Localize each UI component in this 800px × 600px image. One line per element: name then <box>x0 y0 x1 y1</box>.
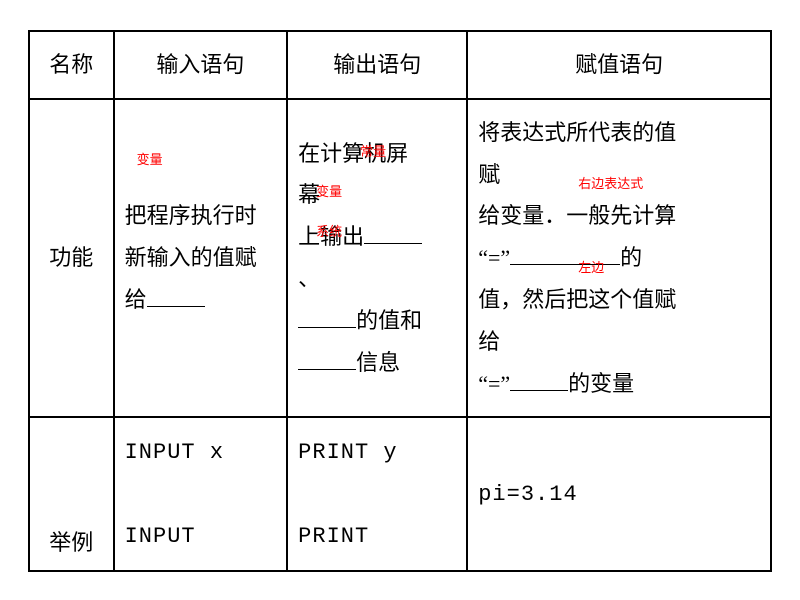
txt: pi=3.14 <box>478 482 577 507</box>
cell-input-ex: INPUT x INPUT <box>114 417 288 570</box>
hdr-assign: 赋值语句 <box>467 31 771 99</box>
blank <box>298 306 356 328</box>
cell-input-func: 把程序执行时 新输入的值赋 给 变量 <box>114 99 288 418</box>
txt: PRINT y <box>298 440 397 465</box>
blank <box>298 348 356 370</box>
anno-youbian: 右边表达式 <box>578 172 643 197</box>
txt: 的值和 <box>356 308 422 333</box>
txt: 信息 <box>356 350 400 375</box>
txt: 值，然后把这个值赋 <box>478 287 676 312</box>
hdr-input: 输入语句 <box>114 31 288 99</box>
cell-output-ex: PRINT y PRINT <box>287 417 467 570</box>
txt: INPUT <box>125 524 196 549</box>
txt: 的变量 <box>568 371 634 396</box>
statement-table: 名称 输入语句 输出语句 赋值语句 功能 把程序执行时 新输入的值赋 给 变量 … <box>28 30 772 572</box>
hdr-name: 名称 <box>29 31 114 99</box>
blank <box>364 222 422 244</box>
header-row: 名称 输入语句 输出语句 赋值语句 <box>29 31 771 99</box>
anno-xitong: 系统 <box>316 220 342 245</box>
function-row: 功能 把程序执行时 新输入的值赋 给 变量 在计算机屏 幕 上输出 、 的值和 … <box>29 99 771 418</box>
txt: “=” <box>478 245 510 270</box>
txt: 的 <box>620 245 642 270</box>
anno-bianliang1: 变量 <box>137 148 163 173</box>
txt: 给 <box>478 329 500 354</box>
txt: INPUT x <box>125 440 224 465</box>
txt: “=” <box>478 371 510 396</box>
anno-zuobian: 左边 <box>578 256 604 281</box>
cell-output-func: 在计算机屏 幕 上输出 、 的值和 信息 常量 变量 系统 <box>287 99 467 418</box>
example-row: 举例 INPUT x INPUT PRINT y PRINT pi=3.14 <box>29 417 771 570</box>
txt: 、 <box>298 266 320 291</box>
txt: PRINT <box>298 524 369 549</box>
blank <box>147 285 205 307</box>
txt: 给 <box>125 287 147 312</box>
txt: 将表达式所代表的值 <box>478 120 676 145</box>
label-function: 功能 <box>29 99 114 418</box>
txt: 新输入的值赋 <box>125 245 257 270</box>
cell-assign-ex: pi=3.14 <box>467 417 771 570</box>
anno-changliang: 常量 <box>360 140 386 165</box>
txt: 给变量．一般先计算 <box>478 203 676 228</box>
anno-bianliang2: 变量 <box>316 180 342 205</box>
label-example: 举例 <box>29 417 114 570</box>
txt: 在计算机屏 <box>298 141 408 166</box>
blank <box>510 369 568 391</box>
hdr-output: 输出语句 <box>287 31 467 99</box>
txt: 把程序执行时 <box>125 203 257 228</box>
cell-assign-func: 将表达式所代表的值 赋 给变量．一般先计算 “=” 的 值，然后把这个值赋 给 “… <box>467 99 771 418</box>
txt: 赋 <box>478 162 500 187</box>
